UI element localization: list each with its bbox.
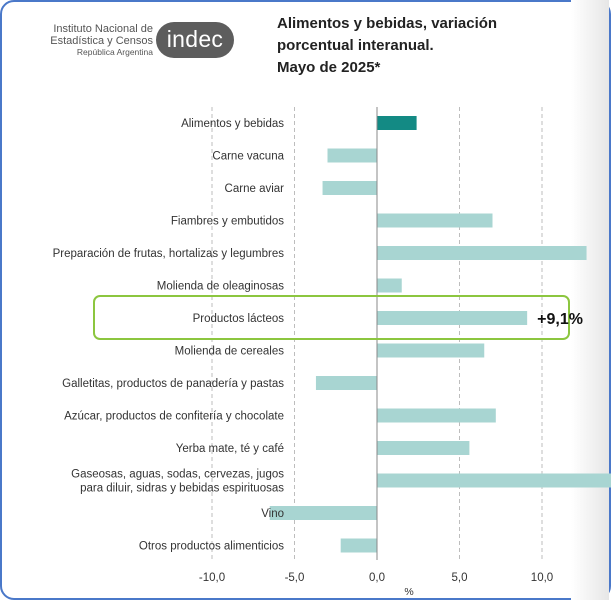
x-tick-label-4: 10,0 [531, 572, 553, 584]
indec-logo: indec [156, 22, 234, 58]
x-tick-label-2: 0,0 [369, 572, 385, 584]
category-label-11-line-0: Gaseosas, aguas, sodas, cervezas, jugos [71, 469, 284, 481]
chart-title-line-2: porcentual interanual. [277, 37, 434, 54]
category-label-11-line-1: para diluir, sidras y bebidas espirituos… [80, 483, 284, 495]
category-label-6: Productos lácteos [193, 313, 285, 325]
chart-title-line-3: Mayo de 2025* [277, 59, 381, 76]
x-tick-label-1: -5,0 [285, 572, 305, 584]
category-label-13: Otros productos alimenticios [139, 541, 284, 553]
bar-9 [377, 408, 496, 423]
highlight-callout-box [93, 295, 570, 340]
bar-2 [322, 181, 377, 195]
category-label-5: Molienda de oleaginosas [157, 281, 284, 293]
org-country: República Argentina [76, 47, 153, 57]
x-tick-label-3: 5,0 [452, 572, 468, 584]
category-label-4: Preparación de frutas, hortalizas y legu… [53, 248, 285, 260]
bar-1 [327, 148, 377, 163]
x-tick-label-0: -10,0 [199, 572, 225, 584]
category-label-2: Carne aviar [225, 183, 285, 195]
bar-10 [377, 441, 470, 455]
chart-title-line-1: Alimentos y bebidas, variación [277, 15, 498, 32]
bar-4 [377, 246, 587, 260]
category-label-10: Yerba mate, té y café [176, 443, 284, 455]
bar-0 [377, 116, 417, 130]
org-name-line-1: Instituto Nacional de [53, 23, 153, 35]
x-axis-label: % [404, 586, 413, 598]
bar-7 [377, 343, 485, 358]
category-label-8: Galletitas, productos de panadería y pas… [62, 378, 284, 390]
category-label-9: Azúcar, productos de confitería y chocol… [64, 411, 284, 423]
bar-13 [340, 538, 377, 553]
bar-6 [377, 311, 528, 325]
org-name-line-2: Estadística y Censos [50, 35, 153, 47]
bar-5 [377, 278, 402, 293]
frame-shadow [571, 0, 609, 600]
bar-8 [315, 376, 377, 390]
annotation-label: +9,1% [537, 311, 583, 328]
bar-3 [377, 213, 493, 228]
category-label-1: Carne vacuna [212, 151, 284, 163]
category-label-0: Alimentos y bebidas [181, 118, 284, 130]
bar-12 [269, 506, 377, 520]
bar-11 [377, 473, 611, 488]
category-label-3: Fiambres y embutidos [171, 216, 284, 228]
category-label-12: Vino [261, 508, 284, 520]
category-label-7: Molienda de cereales [175, 346, 285, 358]
